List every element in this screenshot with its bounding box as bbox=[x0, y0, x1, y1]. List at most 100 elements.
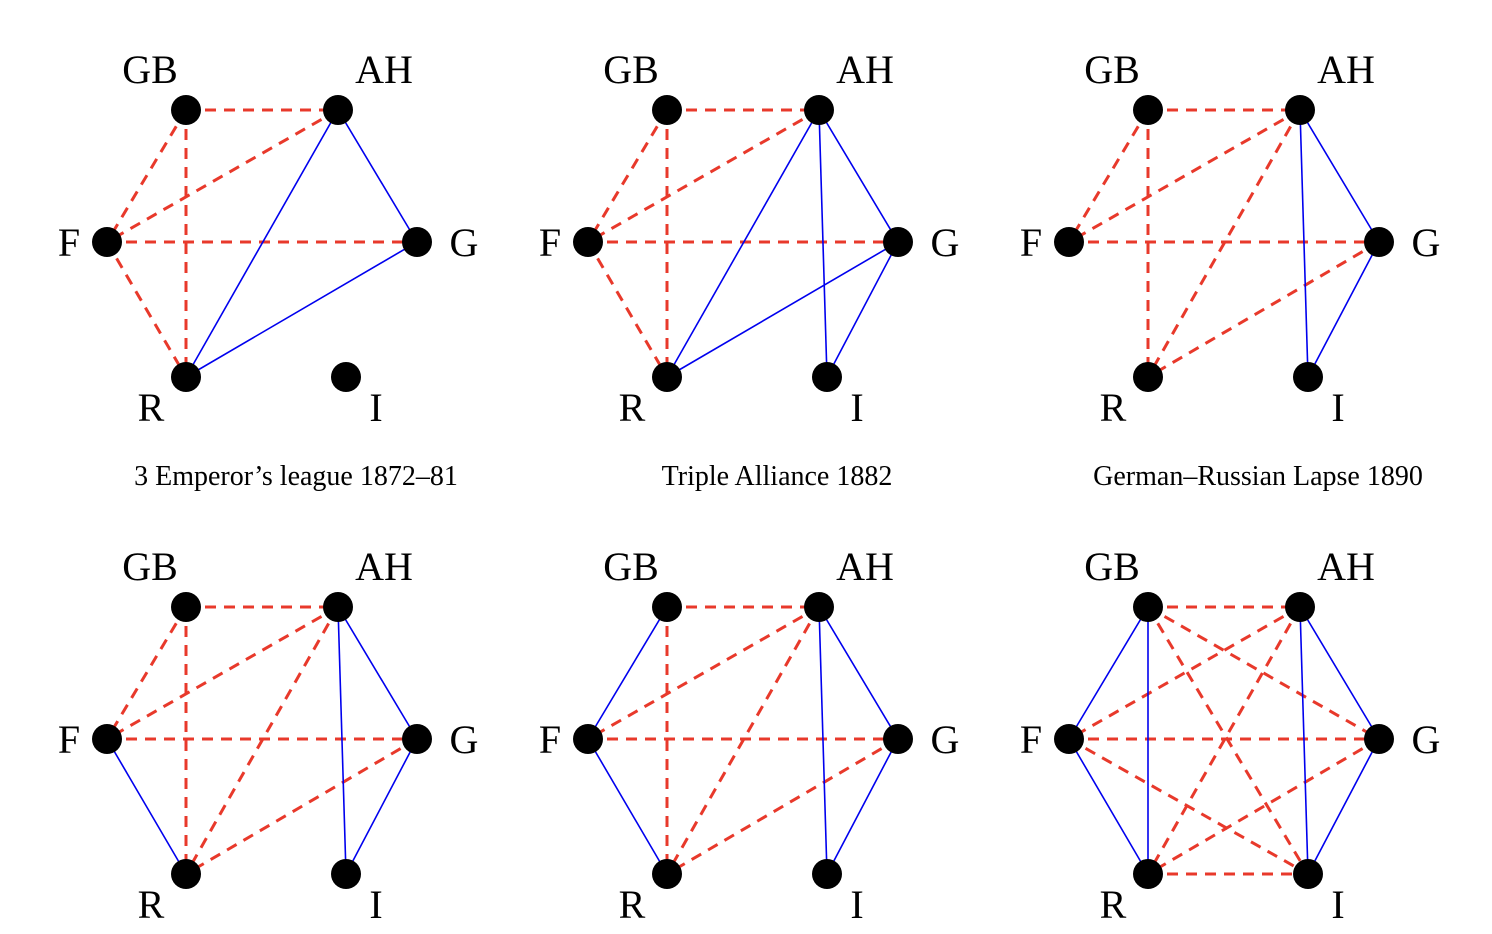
hostile-edge-AH-F bbox=[1068, 108, 1301, 244]
node-AH bbox=[804, 95, 834, 125]
node-label-GB: GB bbox=[1084, 544, 1140, 589]
node-label-G: G bbox=[1412, 220, 1441, 265]
network-panel-3: GB AH F G R I German–Russian Lapse 1890 bbox=[1020, 47, 1441, 492]
node-GB bbox=[652, 95, 682, 125]
node-F bbox=[1054, 227, 1084, 257]
alliance-edge-AH-I bbox=[818, 606, 828, 875]
network-panel-1: GB AH F G R I 3 Emperor’s league 1872–81 bbox=[58, 47, 479, 492]
hostile-edge-G-R bbox=[1147, 737, 1380, 876]
node-R bbox=[1133, 362, 1163, 392]
node-label-I: I bbox=[1331, 882, 1344, 927]
alliance-edge-AH-I bbox=[1299, 606, 1309, 875]
hostile-edge-AH-F bbox=[587, 108, 820, 244]
node-GB bbox=[171, 95, 201, 125]
hostile-edge-AH-F bbox=[587, 605, 820, 741]
alliance-edge-AH-G bbox=[337, 109, 418, 243]
node-AH bbox=[323, 95, 353, 125]
node-I bbox=[1293, 859, 1323, 889]
node-label-R: R bbox=[1100, 385, 1127, 430]
node-F bbox=[92, 227, 122, 257]
node-label-GB: GB bbox=[603, 47, 659, 92]
hostile-edge-AH-F bbox=[1068, 605, 1301, 741]
hostile-edge-GB-F bbox=[105, 109, 188, 243]
panel-caption: Triple Alliance 1882 bbox=[662, 461, 893, 492]
node-R bbox=[652, 362, 682, 392]
hostile-edge-F-R bbox=[586, 241, 669, 378]
node-F bbox=[573, 227, 603, 257]
alliance-edge-G-R bbox=[666, 241, 899, 378]
alliance-edge-GB-F bbox=[1068, 606, 1149, 740]
alliance-edge-AH-I bbox=[818, 109, 828, 378]
network-panel-5: GB AH F G R I bbox=[539, 544, 960, 927]
alliance-edge-G-R bbox=[185, 241, 418, 378]
node-label-AH: AH bbox=[836, 47, 894, 92]
alliance-edge-AH-R bbox=[666, 109, 820, 378]
alliance-edge-F-R bbox=[106, 738, 187, 875]
node-R bbox=[171, 362, 201, 392]
node-label-G: G bbox=[931, 717, 960, 762]
node-AH bbox=[1285, 95, 1315, 125]
hostile-edge-G-R bbox=[666, 737, 899, 876]
node-G bbox=[1364, 227, 1394, 257]
node-I bbox=[331, 362, 361, 392]
node-G bbox=[402, 724, 432, 754]
alliance-edge-AH-G bbox=[818, 109, 899, 243]
hostile-edge-GB-F bbox=[105, 606, 188, 740]
node-label-R: R bbox=[619, 882, 646, 927]
hostile-edge-G-R bbox=[185, 737, 418, 876]
node-label-AH: AH bbox=[355, 47, 413, 92]
alliance-edge-AH-G bbox=[1299, 606, 1380, 740]
panel-caption: 3 Emperor’s league 1872–81 bbox=[134, 461, 458, 492]
node-label-R: R bbox=[138, 385, 165, 430]
alliance-edge-AH-I bbox=[337, 606, 347, 875]
alliance-edge-G-I bbox=[826, 241, 899, 378]
alliance-edge-G-I bbox=[1307, 241, 1380, 378]
hostile-edge-AH-F bbox=[106, 108, 339, 244]
node-G bbox=[402, 227, 432, 257]
node-AH bbox=[323, 592, 353, 622]
hostile-edge-G-R bbox=[1147, 240, 1380, 379]
alliance-edge-GB-F bbox=[587, 606, 668, 740]
node-G bbox=[883, 724, 913, 754]
node-label-I: I bbox=[369, 882, 382, 927]
node-R bbox=[652, 859, 682, 889]
node-F bbox=[573, 724, 603, 754]
alliance-edge-G-I bbox=[1307, 738, 1380, 875]
alliance-edge-AH-G bbox=[337, 606, 418, 740]
node-AH bbox=[804, 592, 834, 622]
node-GB bbox=[171, 592, 201, 622]
node-label-R: R bbox=[619, 385, 646, 430]
hostile-edge-GB-G bbox=[1147, 605, 1380, 741]
node-label-G: G bbox=[450, 717, 479, 762]
node-GB bbox=[652, 592, 682, 622]
node-label-AH: AH bbox=[1317, 47, 1375, 92]
node-label-AH: AH bbox=[1317, 544, 1375, 589]
alliance-edge-F-R bbox=[1068, 738, 1149, 875]
hostile-edge-F-R bbox=[105, 241, 188, 378]
hostile-edge-GB-F bbox=[586, 109, 669, 243]
node-G bbox=[1364, 724, 1394, 754]
node-label-G: G bbox=[1412, 717, 1441, 762]
node-label-I: I bbox=[1331, 385, 1344, 430]
node-label-R: R bbox=[1100, 882, 1127, 927]
alliance-edge-AH-I bbox=[1299, 109, 1309, 378]
alliance-edge-AH-G bbox=[818, 606, 899, 740]
panel-caption: German–Russian Lapse 1890 bbox=[1093, 461, 1423, 492]
node-label-F: F bbox=[1020, 220, 1042, 265]
hostile-edge-AH-F bbox=[106, 605, 339, 741]
alliance-edge-AH-G bbox=[1299, 109, 1380, 243]
node-label-I: I bbox=[369, 385, 382, 430]
node-label-G: G bbox=[450, 220, 479, 265]
node-label-G: G bbox=[931, 220, 960, 265]
node-label-F: F bbox=[539, 220, 561, 265]
node-label-F: F bbox=[58, 717, 80, 762]
alliance-edge-F-R bbox=[587, 738, 668, 875]
node-I bbox=[812, 362, 842, 392]
node-AH bbox=[1285, 592, 1315, 622]
node-GB bbox=[1133, 592, 1163, 622]
alliance-edge-G-I bbox=[826, 738, 899, 875]
node-R bbox=[171, 859, 201, 889]
hostile-edge-F-I bbox=[1068, 737, 1309, 876]
node-G bbox=[883, 227, 913, 257]
